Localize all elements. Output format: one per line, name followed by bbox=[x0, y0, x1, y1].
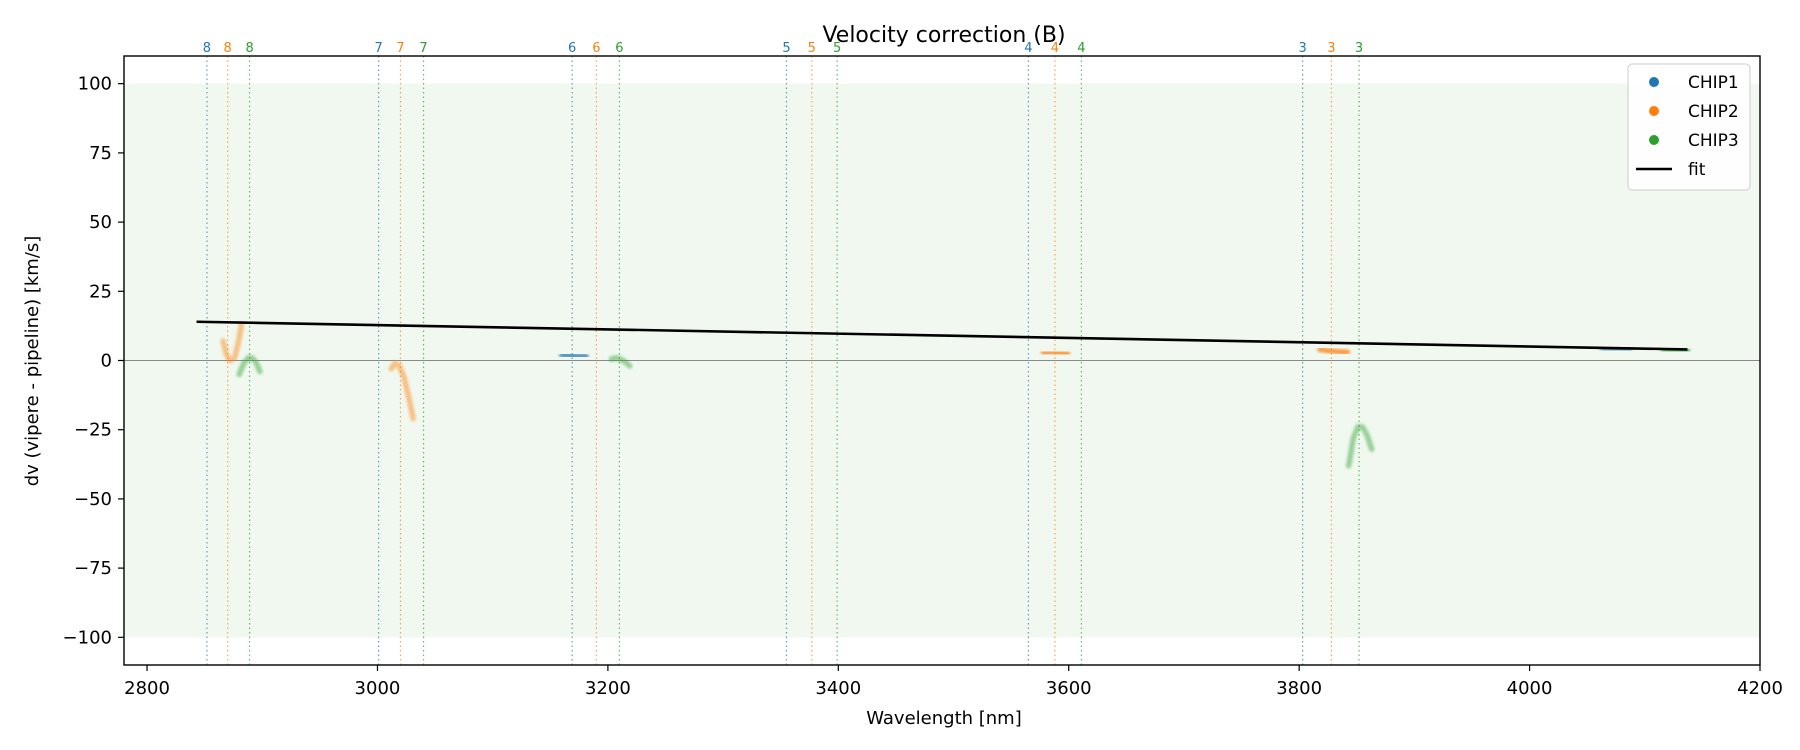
x-tick-label: 3400 bbox=[815, 678, 861, 699]
x-tick-label: 2800 bbox=[124, 678, 170, 699]
fit-line bbox=[196, 320, 1688, 351]
order-label-6-chip2: 6 bbox=[592, 41, 600, 56]
x-tick-label: 3600 bbox=[1046, 678, 1092, 699]
order-label-4-chip3: 4 bbox=[1077, 41, 1085, 56]
x-tick-label: 3200 bbox=[585, 678, 631, 699]
y-tick-label: 100 bbox=[78, 74, 112, 95]
chart-title: Velocity correction (B) bbox=[822, 23, 1065, 48]
y-tick-label: 50 bbox=[89, 212, 112, 233]
order-label-7-chip1: 7 bbox=[374, 41, 382, 56]
legend-label-chip3: CHIP3 bbox=[1688, 131, 1739, 151]
order-label-8-chip3: 8 bbox=[245, 41, 253, 56]
legend-marker-chip3 bbox=[1649, 135, 1659, 145]
legend-label-chip2: CHIP2 bbox=[1688, 102, 1739, 122]
order-label-4-chip1: 4 bbox=[1024, 41, 1032, 56]
y-tick-label: −100 bbox=[63, 627, 112, 648]
y-axis: −100 −75 −50 −25 0 25 50 75 100 bbox=[63, 74, 124, 648]
series-chip2-segment bbox=[220, 321, 245, 364]
legend-marker-chip2 bbox=[1649, 106, 1659, 116]
series-chip1-segment bbox=[559, 352, 589, 360]
x-axis-title: Wavelength [nm] bbox=[866, 708, 1022, 729]
y-tick-label: −50 bbox=[74, 489, 112, 510]
series-chip3-segment bbox=[236, 354, 263, 378]
legend: CHIP1 CHIP2 CHIP3 fit bbox=[1627, 63, 1751, 191]
legend-label-fit: fit bbox=[1688, 160, 1706, 180]
y-tick-label: 25 bbox=[89, 281, 112, 302]
order-label-5-chip2: 5 bbox=[808, 41, 816, 56]
y-tick-label: 0 bbox=[101, 351, 112, 372]
order-label-5-chip1: 5 bbox=[782, 41, 790, 56]
order-label-8-chip1: 8 bbox=[203, 41, 211, 56]
x-tick-label: 3800 bbox=[1276, 678, 1322, 699]
order-label-3-chip1: 3 bbox=[1298, 41, 1306, 56]
order-label-3-chip2: 3 bbox=[1327, 41, 1335, 56]
legend-box bbox=[1627, 63, 1751, 191]
series-chip2-segment bbox=[1317, 346, 1351, 355]
order-label-5-chip3: 5 bbox=[833, 41, 841, 56]
order-label-8-chip2: 8 bbox=[224, 41, 232, 56]
y-tick-label: −25 bbox=[74, 420, 112, 441]
order-label-3-chip3: 3 bbox=[1355, 41, 1363, 56]
order-label-7-chip3: 7 bbox=[419, 41, 427, 56]
order-label-7-chip2: 7 bbox=[396, 41, 404, 56]
y-tick-label: 75 bbox=[89, 143, 112, 164]
order-label-6-chip1: 6 bbox=[568, 41, 576, 56]
series-chip2-segment bbox=[1040, 349, 1071, 357]
series-chip3-segment bbox=[608, 354, 633, 369]
series-chip2-segment bbox=[388, 360, 416, 422]
legend-marker-chip1 bbox=[1649, 77, 1659, 87]
order-label-6-chip3: 6 bbox=[615, 41, 623, 56]
x-tick-label: 4000 bbox=[1507, 678, 1553, 699]
y-tick-label: −75 bbox=[74, 558, 112, 579]
y-axis-title: dv (vipere - pipeline) [km/s] bbox=[22, 236, 43, 487]
x-tick-label: 3000 bbox=[355, 678, 401, 699]
x-axis: 2800 3000 3200 3400 3600 3800 4000 4200 bbox=[124, 665, 1783, 699]
legend-label-chip1: CHIP1 bbox=[1688, 73, 1739, 93]
order-label-4-chip2: 4 bbox=[1051, 41, 1059, 56]
x-tick-label: 4200 bbox=[1737, 678, 1783, 699]
series-chip3-segment bbox=[1345, 424, 1375, 469]
